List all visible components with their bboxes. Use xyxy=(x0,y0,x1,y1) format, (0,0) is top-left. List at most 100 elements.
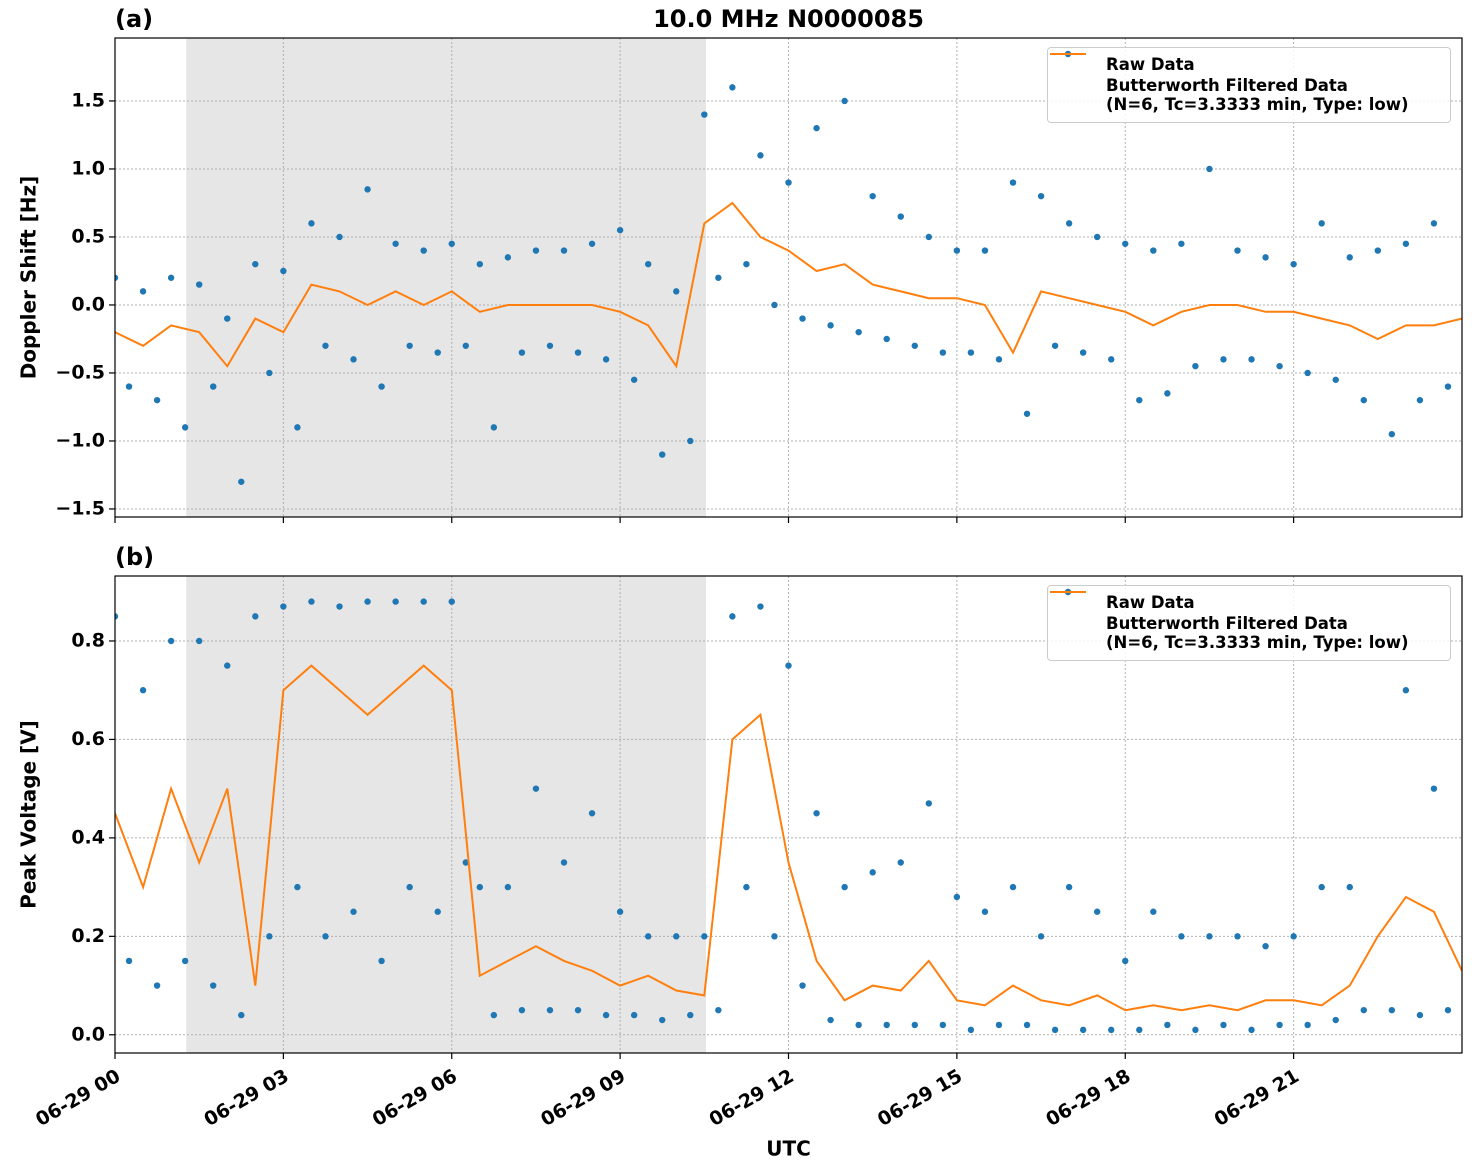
raw-point xyxy=(1248,1026,1255,1034)
y-tick-label: −1.0 xyxy=(55,429,105,451)
raw-point xyxy=(1276,1021,1283,1029)
raw-point xyxy=(139,687,147,694)
legend-entry: Raw Data xyxy=(1048,50,1450,74)
raw-point xyxy=(1416,1011,1424,1019)
raw-point xyxy=(1332,1016,1339,1024)
raw-point xyxy=(210,383,217,390)
raw-point xyxy=(504,254,512,261)
raw-point xyxy=(1108,356,1115,363)
raw-point xyxy=(153,396,161,404)
raw-point xyxy=(1220,1021,1227,1029)
raw-point xyxy=(1444,383,1452,390)
raw-point xyxy=(1416,396,1424,404)
raw-point xyxy=(729,613,736,620)
raw-point xyxy=(757,152,764,159)
raw-point xyxy=(1402,240,1410,247)
raw-point xyxy=(1136,1026,1143,1034)
raw-point xyxy=(967,349,975,356)
shaded-span xyxy=(186,38,706,517)
shaded-span xyxy=(186,576,706,1053)
raw-point xyxy=(392,240,399,247)
legend: Raw Data Butterworth Filtered Data (N=6, … xyxy=(1047,585,1451,661)
y-tick-label: 0.6 xyxy=(71,728,105,750)
raw-point xyxy=(785,179,792,186)
raw-point xyxy=(139,288,147,295)
raw-point xyxy=(1206,165,1213,173)
y-tick-label: 0.2 xyxy=(71,925,105,947)
raw-point xyxy=(771,933,778,940)
filtered-line xyxy=(115,664,1462,1012)
raw-point xyxy=(490,1011,498,1019)
raw-point xyxy=(1388,430,1396,438)
x-tick-label: 06-29 09 xyxy=(537,1065,629,1131)
raw-point xyxy=(378,383,385,390)
raw-point xyxy=(1009,179,1017,186)
plot-area xyxy=(115,598,1462,1034)
raw-point xyxy=(322,933,329,940)
raw-point xyxy=(1023,410,1031,417)
raw-point xyxy=(1065,220,1073,227)
raw-point xyxy=(953,893,961,901)
raw-point xyxy=(406,883,413,891)
raw-point xyxy=(1192,1026,1199,1034)
legend-swatch xyxy=(1050,53,1086,55)
raw-point xyxy=(827,1016,834,1024)
raw-point xyxy=(1444,1006,1452,1014)
raw-point xyxy=(939,1021,947,1029)
raw-point xyxy=(1374,247,1382,254)
raw-point xyxy=(532,785,540,792)
raw-point xyxy=(1332,376,1339,383)
raw-point xyxy=(785,662,792,669)
raw-point xyxy=(294,883,301,891)
raw-point xyxy=(560,859,568,866)
raw-point xyxy=(224,662,231,669)
raw-point xyxy=(448,598,455,605)
raw-point xyxy=(602,1011,610,1019)
raw-point xyxy=(644,933,652,940)
x-tick-label: 06-29 21 xyxy=(1211,1065,1303,1131)
raw-point xyxy=(855,328,862,336)
raw-point xyxy=(883,335,890,343)
raw-point xyxy=(167,637,175,645)
raw-point xyxy=(995,1021,1003,1029)
y-tick-label: 0.0 xyxy=(71,1023,105,1045)
raw-point xyxy=(336,603,343,610)
raw-point xyxy=(1051,1026,1059,1034)
raw-point xyxy=(1234,933,1241,940)
raw-point xyxy=(869,869,876,876)
raw-point xyxy=(420,247,427,254)
raw-point xyxy=(167,274,175,281)
raw-point xyxy=(560,247,568,254)
raw-point xyxy=(1290,933,1297,940)
raw-point xyxy=(630,376,638,383)
raw-point xyxy=(939,349,947,356)
raw-point xyxy=(546,1006,554,1014)
raw-point xyxy=(855,1021,862,1029)
raw-point xyxy=(743,260,750,268)
raw-point xyxy=(1346,254,1353,261)
y-tick-label: 0.4 xyxy=(71,826,105,848)
raw-point xyxy=(701,933,708,940)
raw-point xyxy=(897,213,904,220)
raw-point xyxy=(981,247,989,254)
legend: Raw Data Butterworth Filtered Data (N=6, … xyxy=(1047,47,1451,123)
raw-point xyxy=(1248,356,1255,363)
raw-point xyxy=(813,810,820,817)
raw-point xyxy=(967,1026,975,1034)
axes-frame xyxy=(114,37,1463,518)
raw-point xyxy=(378,957,385,965)
raw-point xyxy=(1220,356,1227,363)
y-tick-label: 0.0 xyxy=(71,293,105,315)
raw-point xyxy=(1122,240,1129,247)
raw-point xyxy=(602,356,610,363)
legend-entry: Butterworth Filtered Data (N=6, Tc=3.333… xyxy=(1048,53,1450,114)
panel-label: (b) xyxy=(115,543,154,571)
raw-point xyxy=(673,933,680,940)
raw-point xyxy=(715,274,722,281)
y-tick-label: 0.5 xyxy=(71,225,105,247)
raw-point xyxy=(518,349,526,356)
raw-point xyxy=(729,84,736,91)
x-tick-label: 06-29 18 xyxy=(1042,1065,1134,1131)
raw-point xyxy=(1023,1021,1031,1029)
raw-point xyxy=(1318,883,1325,891)
